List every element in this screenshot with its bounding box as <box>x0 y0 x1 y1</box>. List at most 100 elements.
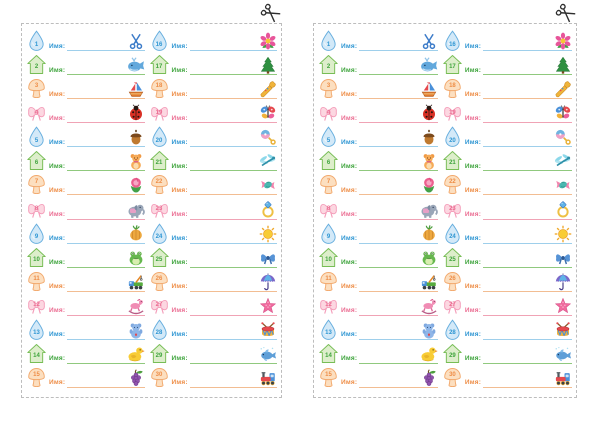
write-in-line <box>189 177 277 196</box>
name-label: Имя: <box>341 283 358 291</box>
badge-number: 18 <box>155 83 163 90</box>
badge-number: 19 <box>155 109 163 116</box>
badge-number: 25 <box>449 256 456 263</box>
mushroom-badge: 7 <box>319 174 338 195</box>
name-cell-left: 7 Имя: <box>27 173 145 197</box>
name-cell-right: 23 Имя: <box>443 197 572 221</box>
write-in-line <box>483 297 572 316</box>
write-in-line <box>359 104 438 124</box>
cut-scissors-icon <box>553 0 579 26</box>
starfish-icon <box>259 297 277 315</box>
name-label: Имя: <box>49 90 66 98</box>
bow-badge: 27 <box>150 295 169 316</box>
rocking-horse-icon <box>127 297 145 315</box>
name-label: Имя: <box>49 211 66 218</box>
name-cell-right: 16 Имя: <box>150 29 277 53</box>
toy-crane-icon <box>127 273 145 291</box>
write-in-line <box>189 370 277 388</box>
badge-number: 12 <box>33 302 40 309</box>
name-cell-right: 24 Имя: <box>443 222 572 246</box>
name-label: Имя: <box>171 259 188 267</box>
droplet-badge: 28 <box>150 319 169 340</box>
badge-number: 17 <box>449 64 456 71</box>
teddy-bear-icon <box>127 152 145 170</box>
badge-number: 3 <box>326 83 331 90</box>
ring-icon <box>259 200 277 219</box>
scissors-icon <box>420 32 438 50</box>
house-badge: 14 <box>319 343 338 364</box>
write-in-line <box>189 81 277 100</box>
write-in-line <box>67 369 145 388</box>
boat-icon <box>127 80 145 98</box>
label-rows: 1 Имя: 16 Имя: 2 Имя: 17 Имя: 3 Имя: 18 Имя: 4 Имя: 19… <box>314 24 576 397</box>
grapes-icon <box>127 369 145 387</box>
blue-teddy-icon <box>420 321 438 339</box>
name-label: Имя: <box>341 186 358 194</box>
badge-number: 4 <box>34 109 39 116</box>
label-row: 6 Имя: 21 Имя: <box>27 149 277 173</box>
name-cell-left: 3 Имя: <box>319 77 438 101</box>
house-badge: 2 <box>27 54 46 75</box>
label-row: 13 Имя: 28 Имя: <box>319 318 572 342</box>
badge-number: 23 <box>155 206 163 212</box>
umbrella-icon <box>259 273 277 291</box>
name-label: Имя: <box>49 42 66 50</box>
name-cell-right: 25 Имя: <box>149 246 277 270</box>
write-in-line <box>359 81 438 100</box>
dragonfly-icon <box>259 152 277 170</box>
elephant-icon <box>127 201 145 219</box>
badge-number: 11 <box>325 275 332 282</box>
name-cell-left: 8 Имя: <box>319 197 438 221</box>
name-label: Имя: <box>341 211 358 218</box>
dragonfly-icon <box>554 152 572 170</box>
write-in-line <box>67 345 145 364</box>
sun-icon <box>554 225 572 243</box>
badge-number: 22 <box>449 179 456 186</box>
label-row: 10 Имя: 25 Имя: <box>319 246 572 270</box>
badge-number: 28 <box>155 330 163 337</box>
name-cell-left: 5 Имя: <box>27 125 145 149</box>
write-in-line <box>189 250 277 268</box>
duck-icon <box>127 345 145 363</box>
onion-icon <box>127 224 145 243</box>
name-label: Имя: <box>464 66 482 74</box>
badge-number: 9 <box>326 234 331 241</box>
rattle-icon <box>259 128 277 146</box>
label-row: 7 Имя: 22 Имя: <box>27 173 277 197</box>
name-label: Имя: <box>171 235 188 243</box>
write-in-line <box>67 250 145 268</box>
label-row: 14 Имя: 29 Имя: <box>27 342 277 366</box>
bow-badge: 27 <box>443 295 462 316</box>
badge-number: 3 <box>34 83 39 90</box>
write-in-line <box>67 201 145 220</box>
name-cell-right: 27 Имя: <box>150 294 277 318</box>
badge-number: 9 <box>34 234 39 241</box>
name-cell-left: 6 Имя: <box>27 149 145 173</box>
mushroom-badge: 22 <box>150 174 169 195</box>
write-in-line <box>67 297 145 316</box>
teddy-bear-icon <box>420 152 438 170</box>
write-in-line <box>67 322 145 340</box>
name-cell-left: 12 Имя: <box>27 294 145 318</box>
name-cell-right: 23 Имя: <box>150 197 277 221</box>
badge-number: 20 <box>449 137 456 144</box>
name-cell-right: 22 Имя: <box>150 173 277 197</box>
badge-number: 26 <box>155 275 163 282</box>
name-label: Имя: <box>171 186 188 194</box>
badge-number: 13 <box>33 330 40 337</box>
write-in-line <box>189 56 277 76</box>
name-cell-left: 15 Имя: <box>27 366 145 390</box>
badge-number: 28 <box>449 330 456 337</box>
write-in-line <box>67 104 145 124</box>
write-in-line <box>189 152 277 172</box>
name-label: Имя: <box>341 42 358 50</box>
name-cell-right: 21 Имя: <box>149 149 277 173</box>
whale-icon <box>127 56 145 74</box>
name-label: Имя: <box>49 259 66 267</box>
rocking-horse-icon <box>420 297 438 315</box>
name-cell-left: 10 Имя: <box>27 246 145 270</box>
badge-number: 21 <box>155 160 163 167</box>
write-in-line <box>483 370 572 388</box>
rose-icon <box>127 176 145 194</box>
label-row: 9 Имя: 24 Имя: <box>27 222 277 246</box>
